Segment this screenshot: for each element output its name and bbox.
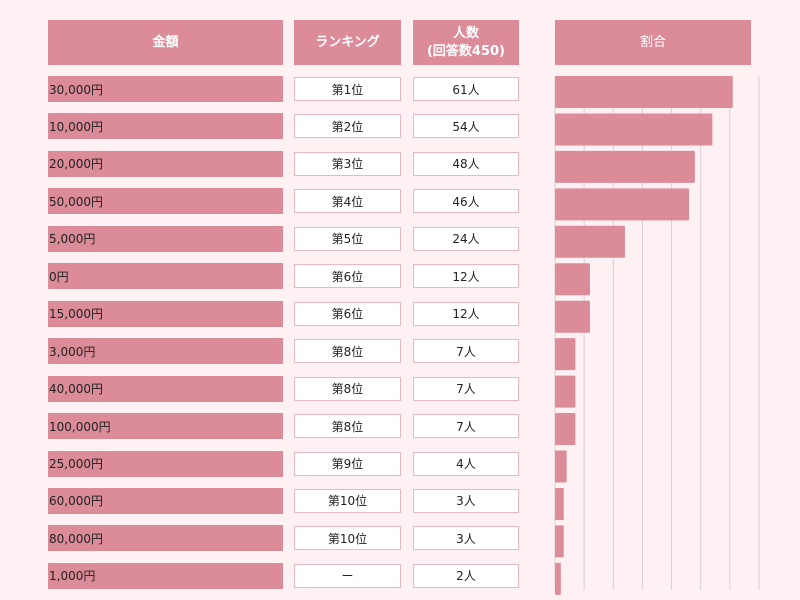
amount-cell: 15,000円 (48, 300, 283, 327)
header-ratio: 割合 (555, 20, 751, 65)
rank-cell: 第5位 (294, 226, 401, 251)
amount-cell: 100,000円 (48, 413, 283, 440)
rank-cell: 第6位 (294, 301, 401, 326)
rank-cell: 第10位 (294, 488, 401, 513)
amount-cell: 80,000円 (48, 525, 283, 552)
count-cell: 4人 (413, 451, 519, 476)
bar-11 (555, 487, 564, 520)
amount-cell: 60,000円 (48, 487, 283, 514)
count-cell: 3人 (413, 488, 519, 513)
bar-8 (555, 375, 576, 408)
amount-cell: 50,000円 (48, 188, 283, 215)
bar-4 (555, 225, 625, 258)
count-cell: 54人 (413, 114, 519, 139)
amount-cell: 1,000円 (48, 562, 283, 589)
header-ranking: ランキング (294, 20, 401, 65)
count-cell: 12人 (413, 301, 519, 326)
bar-0 (555, 76, 733, 108)
count-cell: 2人 (413, 563, 519, 588)
count-cell: 46人 (413, 189, 519, 214)
count-cell: 3人 (413, 526, 519, 551)
bar-5 (555, 263, 590, 296)
count-cell: 7人 (413, 376, 519, 401)
rank-cell: 第4位 (294, 189, 401, 214)
amount-cell: 5,000円 (48, 225, 283, 252)
bar-7 (555, 338, 576, 371)
header-amount: 金額 (48, 20, 283, 65)
bar-1 (555, 113, 713, 146)
amount-cell: 30,000円 (48, 76, 283, 102)
rank-cell: 第6位 (294, 264, 401, 289)
bar-3 (555, 188, 690, 221)
bar-2 (555, 150, 695, 183)
rank-cell: 第9位 (294, 451, 401, 476)
amount-cell: 0円 (48, 263, 283, 290)
rank-cell: 第10位 (294, 526, 401, 551)
count-cell: 24人 (413, 226, 519, 251)
rank-cell: 第8位 (294, 414, 401, 439)
amount-cell: 20,000円 (48, 150, 283, 177)
rank-cell: 第3位 (294, 151, 401, 176)
amount-cell: 25,000円 (48, 450, 283, 477)
amount-cell: 3,000円 (48, 338, 283, 365)
rank-cell: 第2位 (294, 114, 401, 139)
rank-cell: 第1位 (294, 77, 401, 101)
rank-cell: 第8位 (294, 339, 401, 364)
header-count: 人数 (回答数450) (413, 20, 519, 65)
amount-cell: 40,000円 (48, 375, 283, 402)
count-cell: 61人 (413, 77, 519, 101)
amount-cell: 10,000円 (48, 113, 283, 140)
bar-12 (555, 525, 564, 558)
rank-cell: ー (294, 563, 401, 588)
header-count-respondents: (回答数450) (426, 43, 506, 59)
bar-10 (555, 450, 567, 483)
header-count-title: 人数 (452, 25, 479, 41)
count-cell: 48人 (413, 151, 519, 176)
bar-13 (555, 562, 561, 595)
count-cell: 12人 (413, 264, 519, 289)
count-cell: 7人 (413, 339, 519, 364)
bar-6 (555, 300, 590, 333)
rank-cell: 第8位 (294, 376, 401, 401)
bar-9 (555, 413, 576, 446)
count-cell: 7人 (413, 414, 519, 439)
